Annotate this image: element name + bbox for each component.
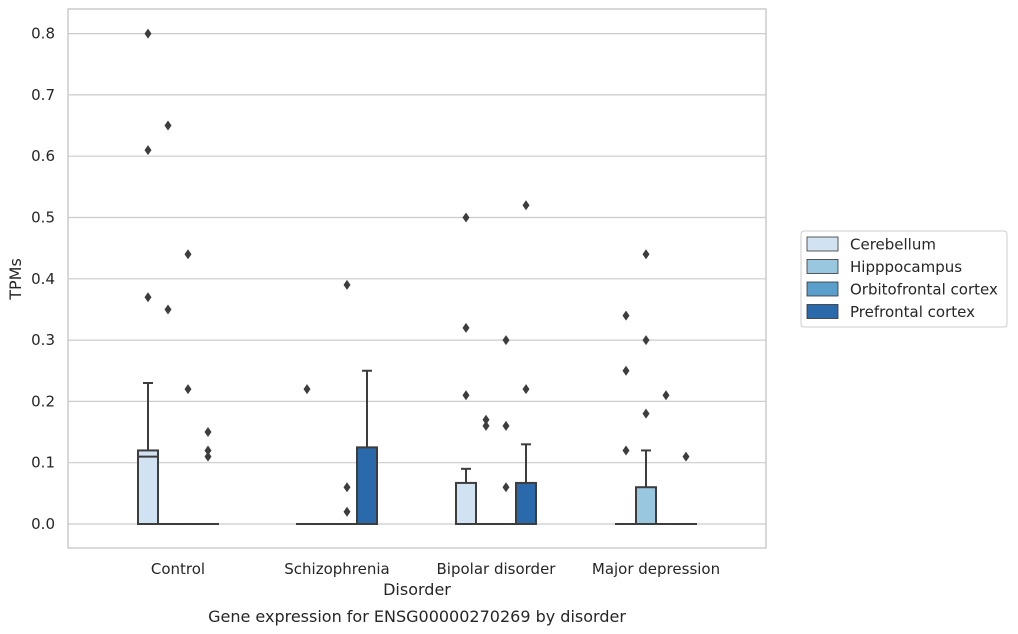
outlier-point <box>642 249 650 260</box>
outlier-point <box>522 384 530 395</box>
box-0-0 <box>137 382 159 525</box>
box-body <box>515 481 537 525</box>
legend: Cerebellum Hipppocampus Orbitofrontal cort… <box>800 230 1008 328</box>
legend-swatch <box>806 236 839 252</box>
outlier-point <box>204 445 212 456</box>
outlier-point <box>462 390 470 401</box>
outlier-point <box>622 365 630 376</box>
outlier-point <box>462 212 470 223</box>
plot-frame <box>67 8 767 549</box>
outlier-point <box>462 322 470 333</box>
outlier-point <box>682 451 690 462</box>
outlier-point <box>482 414 490 425</box>
outlier-point <box>482 420 490 431</box>
outlier-point <box>502 335 510 346</box>
y-tick-label: 0.3 <box>31 331 55 349</box>
outlier-point <box>343 482 351 493</box>
outlier-point <box>204 451 212 462</box>
outlier-point <box>144 28 152 39</box>
outlier-point <box>502 420 510 431</box>
legend-swatch <box>806 259 839 274</box>
x-tick-label: Control <box>151 560 205 578</box>
y-tick-label: 0.0 <box>31 515 55 533</box>
box-body <box>356 446 378 525</box>
box-2-3 <box>515 443 537 525</box>
gridlines <box>68 32 766 525</box>
x-tick-label: Schizophrenia <box>284 560 389 578</box>
y-tick-label: 0.7 <box>31 86 55 104</box>
box-2-0 <box>455 467 477 525</box>
box-1-3 <box>356 369 378 525</box>
outlier-point <box>204 427 212 438</box>
outlier-point <box>184 384 192 395</box>
legend-swatch <box>806 304 839 319</box>
outlier-point <box>164 304 172 315</box>
legend-swatch <box>806 281 839 297</box>
x-tick-labels: Control Schizophrenia Bipolar disorder Majo… <box>151 560 720 578</box>
box-body <box>137 449 159 525</box>
box-body <box>455 481 477 525</box>
outlier-point <box>622 310 630 321</box>
outlier-point <box>642 408 650 419</box>
legend-label: Orbitofrontal cortex <box>850 281 998 299</box>
outlier-point <box>343 279 351 290</box>
legend-label: Prefrontal cortex <box>850 303 975 321</box>
box-body <box>635 486 657 525</box>
outlier-point <box>622 445 630 456</box>
x-axis-title: Disorder <box>383 580 451 599</box>
y-tick-label: 0.1 <box>31 454 55 472</box>
outlier-point <box>662 390 670 401</box>
outlier-point <box>184 249 192 260</box>
y-tick-label: 0.4 <box>31 270 55 288</box>
legend-label: Cerebellum <box>850 236 936 254</box>
chart-caption: Gene expression for ENSG00000270269 by d… <box>208 607 626 626</box>
y-tick-label: 0.8 <box>31 25 55 43</box>
outlier-point <box>144 292 152 303</box>
outlier-point <box>502 482 510 493</box>
y-axis-title: TPMs <box>6 258 25 301</box>
outlier-point <box>164 120 172 131</box>
outlier-point <box>522 200 530 211</box>
boxes <box>137 369 697 526</box>
outliers <box>144 28 690 517</box>
y-tick-label: 0.5 <box>31 209 55 227</box>
y-tick-label: 0.6 <box>31 147 55 165</box>
y-tick-label: 0.2 <box>31 392 55 410</box>
y-tick-labels: 0.0 0.1 0.2 0.3 0.4 0.5 0.6 0.7 0.8 <box>31 25 55 533</box>
legend-frame <box>800 230 1008 328</box>
box-3-1 <box>635 449 657 525</box>
x-tick-label: Major depression <box>592 560 720 578</box>
legend-label: Hipppocampus <box>850 258 962 276</box>
outlier-point <box>303 384 311 395</box>
x-tick-label: Bipolar disorder <box>437 560 557 578</box>
outlier-point <box>144 145 152 156</box>
outlier-point <box>642 335 650 346</box>
outlier-point <box>343 506 351 517</box>
